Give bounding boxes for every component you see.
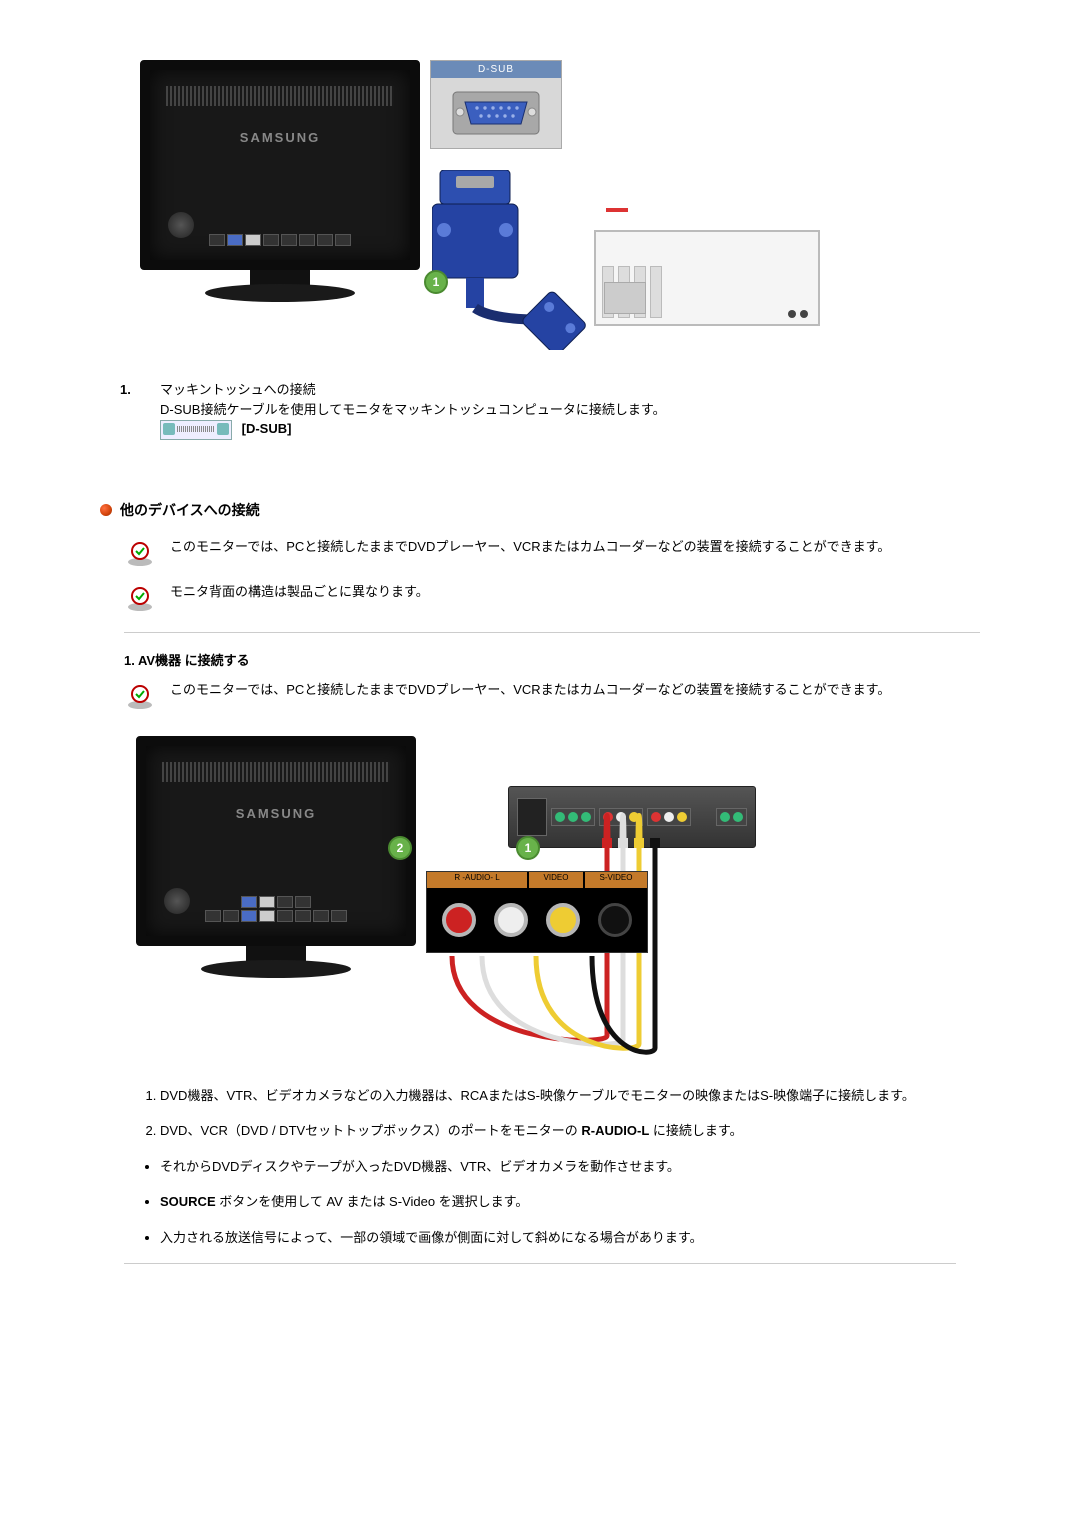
av-device-illustration: [508, 786, 756, 848]
dsub-text-label: D-SUB: [431, 61, 561, 78]
source-keyword: SOURCE: [160, 1194, 216, 1209]
divider-bottom: [124, 1263, 956, 1264]
note-row-1: このモニターでは、PCと接続したままでDVDプレーヤー、VCRまたはカムコーダー…: [124, 537, 980, 573]
note-icon: [124, 537, 156, 573]
brand-label: SAMSUNG: [240, 128, 320, 148]
note-text-2: モニタ背面の構造は製品ごとに異なります。: [170, 582, 980, 603]
step-body: マッキントッシュへの接続 D-SUB接続ケーブルを使用してモニタをマッキントッシ…: [160, 380, 960, 440]
note-row-3: このモニターでは、PCと接続したままでDVDプレーヤー、VCRまたはカムコーダー…: [124, 680, 980, 716]
dsub-cable-icon: [160, 420, 232, 440]
monitor-rear-illustration-2: SAMSUNG: [136, 736, 416, 986]
svideo-label: S-VIDEO: [585, 872, 647, 888]
document-page: SAMSUNG D-SUB: [100, 60, 980, 1264]
note-row-2: モニタ背面の構造は製品ごとに異なります。: [124, 582, 980, 618]
brand-label: SAMSUNG: [236, 804, 316, 824]
mac-computer-illustration: [594, 230, 820, 326]
step-row-1: 1. マッキントッシュへの接続 D-SUB接続ケーブルを使用してモニタをマッキン…: [120, 380, 960, 440]
instruction-item-1: DVD機器、VTR、ビデオカメラなどの入力機器は、RCAまたはS-映像ケーブルで…: [160, 1086, 940, 1106]
monitor-rear-illustration: SAMSUNG: [140, 60, 420, 310]
note-icon: [124, 582, 156, 618]
note-text-3: このモニターでは、PCと接続したままでDVDプレーヤー、VCRまたはカムコーダー…: [170, 680, 980, 701]
callout-marker-1: 1: [424, 270, 448, 294]
dsub-port-icon: [451, 90, 541, 136]
section-title-text: 他のデバイスへの接続: [120, 500, 260, 521]
instruction-item-2: DVD、VCR（DVD / DTVセットトップボックス）のポートをモニターの R…: [160, 1121, 940, 1141]
audio-center-label: -AUDIO-: [462, 873, 493, 882]
video-label: VIDEO: [529, 872, 583, 888]
diagram-av-connection: SAMSUNG: [136, 736, 766, 1056]
callout-marker-1b: 1: [516, 836, 540, 860]
dsub-tag: [D-SUB]: [242, 421, 292, 436]
diagram-monitor-to-mac: SAMSUNG D-SUB: [140, 60, 760, 340]
audio-l-label: L: [495, 873, 499, 882]
sub-bullet-3: 入力される放送信号によって、一部の領域で画像が側面に対して斜めになる場合がありま…: [160, 1228, 940, 1248]
section-heading-other-devices: 他のデバイスへの接続: [100, 500, 980, 521]
vga-connector-illustration: [432, 170, 522, 330]
sub-bullet-1: それからDVDディスクやテープが入ったDVD機器、VTR、ビデオカメラを動作させ…: [160, 1157, 940, 1177]
cable-spec-line: [D-SUB]: [160, 419, 960, 440]
raudiol-keyword: R-AUDIO-L: [581, 1123, 649, 1138]
dsub-inset: D-SUB: [430, 60, 562, 149]
step-title: マッキントッシュへの接続: [160, 380, 960, 400]
step-number: 1.: [120, 380, 160, 440]
sub-bullet-list: それからDVDディスクやテープが入ったDVD機器、VTR、ビデオカメラを動作させ…: [160, 1157, 940, 1248]
port-closeup-panel: R -AUDIO- L VIDEO S-VIDEO: [426, 871, 648, 953]
divider: [124, 632, 980, 633]
note-text-1: このモニターでは、PCと接続したままでDVDプレーヤー、VCRまたはカムコーダー…: [170, 537, 980, 558]
instruction-list: DVD機器、VTR、ビデオカメラなどの入力機器は、RCAまたはS-映像ケーブルで…: [160, 1086, 940, 1141]
step-text: D-SUB接続ケーブルを使用してモニタをマッキントッシュコンピュータに接続します…: [160, 400, 960, 420]
subheading-av: 1. AV機器 に接続する: [124, 651, 980, 671]
bullet-icon: [100, 504, 112, 516]
sub-bullet-2: SOURCE ボタンを使用して AV または S-Video を選択します。: [160, 1192, 940, 1212]
note-icon: [124, 680, 156, 716]
audio-r-label: R: [454, 873, 460, 882]
callout-marker-2: 2: [388, 836, 412, 860]
